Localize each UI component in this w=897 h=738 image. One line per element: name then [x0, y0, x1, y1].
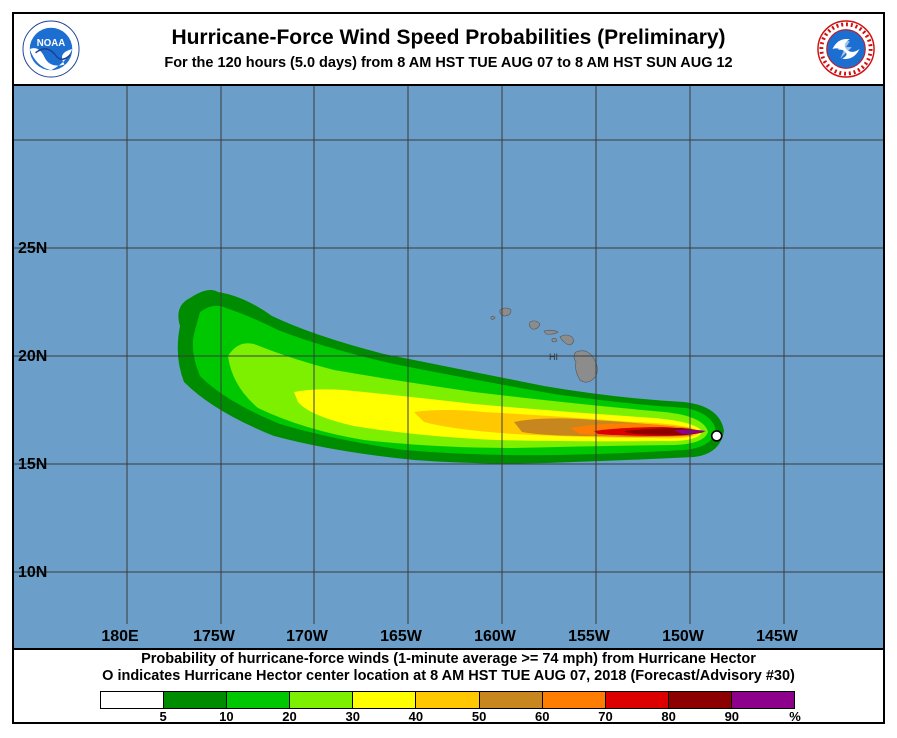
island-maui	[559, 334, 574, 346]
lon-label-160w: 160W	[474, 628, 517, 645]
legend-label: 90	[724, 709, 740, 724]
island-lanai	[551, 338, 558, 343]
legend-label: 30	[345, 709, 360, 724]
footer-center-note: O indicates Hurricane Hector center loca…	[14, 668, 883, 684]
lon-label-170w: 170W	[286, 628, 329, 645]
legend-label: %	[789, 709, 801, 724]
legend-label: 5	[159, 709, 167, 724]
lon-label-165w: 165W	[380, 628, 423, 645]
graphic-frame: NOAA Hurricane-Force Wind Speed Probabil…	[12, 12, 885, 724]
lat-label-10n: 10N	[18, 564, 47, 581]
lon-label-180e: 180E	[101, 628, 139, 645]
map-canvas: HI 25N 20N 15N 10N 180E 175W 170W 165W 1…	[14, 86, 883, 648]
graticule	[14, 86, 883, 624]
footer: Probability of hurricane-force winds (1-…	[14, 648, 883, 724]
center-symbol-icon: O	[102, 668, 114, 684]
island-niihau	[490, 315, 496, 320]
legend-label: 80	[661, 709, 676, 724]
lat-label-15n: 15N	[18, 456, 47, 473]
longitude-labels: 180E 175W 170W 165W 160W 155W 150W 145W	[101, 628, 798, 645]
legend-label: 40	[408, 709, 424, 724]
legend-label: 10	[219, 709, 234, 724]
svg-text:NOAA: NOAA	[37, 38, 65, 49]
header: NOAA Hurricane-Force Wind Speed Probabil…	[14, 14, 883, 84]
legend-label: 20	[282, 709, 297, 724]
color-legend	[100, 691, 796, 709]
legend-swatch	[668, 691, 732, 709]
island-oahu	[529, 320, 541, 330]
latitude-labels: 25N 20N 15N 10N	[18, 240, 47, 581]
island-label: HI	[549, 352, 558, 362]
island-hawaii	[573, 350, 598, 383]
legend-swatch	[290, 691, 354, 709]
lon-label-150w: 150W	[662, 628, 705, 645]
lon-label-155w: 155W	[568, 628, 611, 645]
legend-swatch	[227, 691, 291, 709]
legend-swatch	[542, 691, 606, 709]
hawaiian-islands	[490, 307, 598, 383]
storm-center-circle-icon	[710, 430, 723, 442]
lon-label-175w: 175W	[193, 628, 236, 645]
legend-label: 50	[471, 709, 487, 724]
island-kauai	[499, 307, 512, 317]
probability-map: HI 25N 20N 15N 10N 180E 175W 170W 165W 1…	[14, 84, 883, 650]
page-subtitle: For the 120 hours (5.0 days) from 8 AM H…	[164, 55, 733, 71]
legend-swatch	[353, 691, 417, 709]
legend-labels: 5 10 20 30 40 50 60 70 80 90%	[100, 709, 801, 724]
legend-label: 60	[535, 709, 550, 724]
legend-swatch	[479, 691, 543, 709]
island-molokai	[543, 329, 559, 335]
page-title: Hurricane-Force Wind Speed Probabilities…	[171, 26, 726, 49]
lon-label-145w: 145W	[756, 628, 799, 645]
center-note-text: indicates Hurricane Hector center locati…	[117, 668, 795, 684]
nws-logo	[817, 20, 875, 78]
legend-swatch	[164, 691, 228, 709]
legend-swatch	[100, 691, 165, 709]
legend-label: 70	[598, 709, 613, 724]
lat-label-25n: 25N	[18, 240, 47, 257]
lat-label-20n: 20N	[18, 348, 47, 365]
legend-swatch	[416, 691, 480, 709]
footer-description: Probability of hurricane-force winds (1-…	[141, 651, 756, 667]
legend-swatch	[731, 691, 796, 709]
legend-swatch	[605, 691, 669, 709]
noaa-logo: NOAA	[22, 20, 80, 78]
